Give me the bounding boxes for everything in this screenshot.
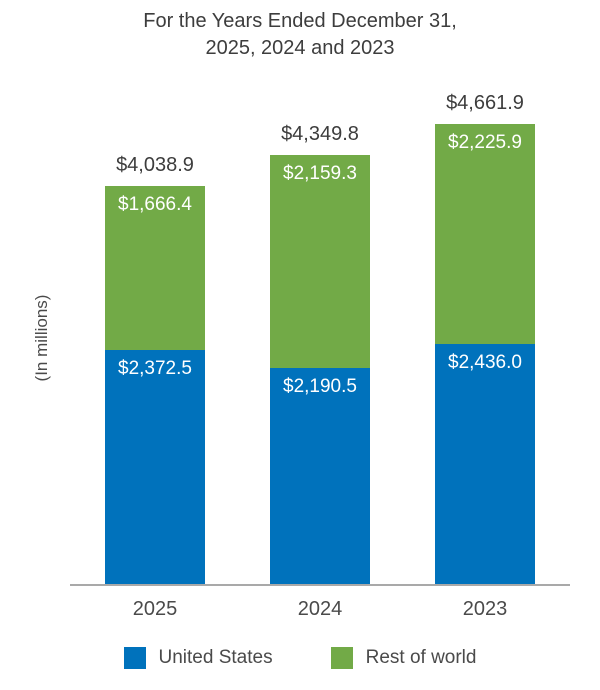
segment-value-label: $2,225.9 xyxy=(448,132,522,153)
bar-segment-rest-of-world-2025: $1,666.4 xyxy=(105,186,205,350)
bars-container: $4,038.9 $1,666.4 $2,372.5 $4,349.8 $2,1… xyxy=(70,88,570,584)
x-tick-2023: 2023 xyxy=(462,598,508,620)
bar-segment-united-states-2024: $2,190.5 xyxy=(270,368,370,584)
x-axis-line xyxy=(70,584,570,586)
x-tick-2024: 2024 xyxy=(297,598,343,620)
bar-segment-rest-of-world-2023: $2,225.9 xyxy=(435,124,535,344)
legend-label-rest-of-world: Rest of world xyxy=(365,647,477,668)
plot-area: $4,038.9 $1,666.4 $2,372.5 $4,349.8 $2,1… xyxy=(70,88,570,621)
legend-swatch-united-states xyxy=(123,647,146,669)
bar-segment-united-states-2023: $2,436.0 xyxy=(435,344,535,584)
legend-label-united-states: United States xyxy=(158,647,273,668)
segment-value-label: $2,436.0 xyxy=(448,352,522,373)
bar-segment-rest-of-world-2024: $2,159.3 xyxy=(270,155,370,368)
stacked-bar-2023: $2,225.9 $2,436.0 xyxy=(435,124,535,584)
segment-value-label: $2,159.3 xyxy=(283,163,357,184)
x-tick-2025: 2025 xyxy=(132,598,178,620)
stacked-bar-2024: $2,159.3 $2,190.5 xyxy=(270,155,370,584)
bar-group-2023: $4,661.9 $2,225.9 $2,436.0 xyxy=(435,92,535,584)
legend-item-united-states: United States xyxy=(123,647,273,669)
chart-title: For the Years Ended December 31, 2025, 2… xyxy=(0,0,600,62)
x-axis-ticks: 2025 2024 2023 xyxy=(70,586,570,621)
total-label-2025: $4,038.9 xyxy=(116,154,194,176)
bar-group-2025: $4,038.9 $1,666.4 $2,372.5 xyxy=(105,154,205,584)
stacked-bar-2025: $1,666.4 $2,372.5 xyxy=(105,186,205,584)
chart-title-line-1: For the Years Ended December 31, xyxy=(143,10,457,32)
segment-value-label: $2,190.5 xyxy=(283,376,357,397)
legend-swatch-rest-of-world xyxy=(330,647,353,669)
legend: United States Rest of world xyxy=(0,647,600,669)
total-label-2023: $4,661.9 xyxy=(446,92,524,114)
total-label-2024: $4,349.8 xyxy=(281,123,359,145)
bar-segment-united-states-2025: $2,372.5 xyxy=(105,350,205,584)
chart-title-line-2: 2025, 2024 and 2023 xyxy=(205,37,395,59)
segment-value-label: $2,372.5 xyxy=(118,358,192,379)
legend-item-rest-of-world: Rest of world xyxy=(330,647,477,669)
y-axis-label: (In millions) xyxy=(32,294,51,382)
segment-value-label: $1,666.4 xyxy=(118,194,192,215)
bar-group-2024: $4,349.8 $2,159.3 $2,190.5 xyxy=(270,123,370,584)
